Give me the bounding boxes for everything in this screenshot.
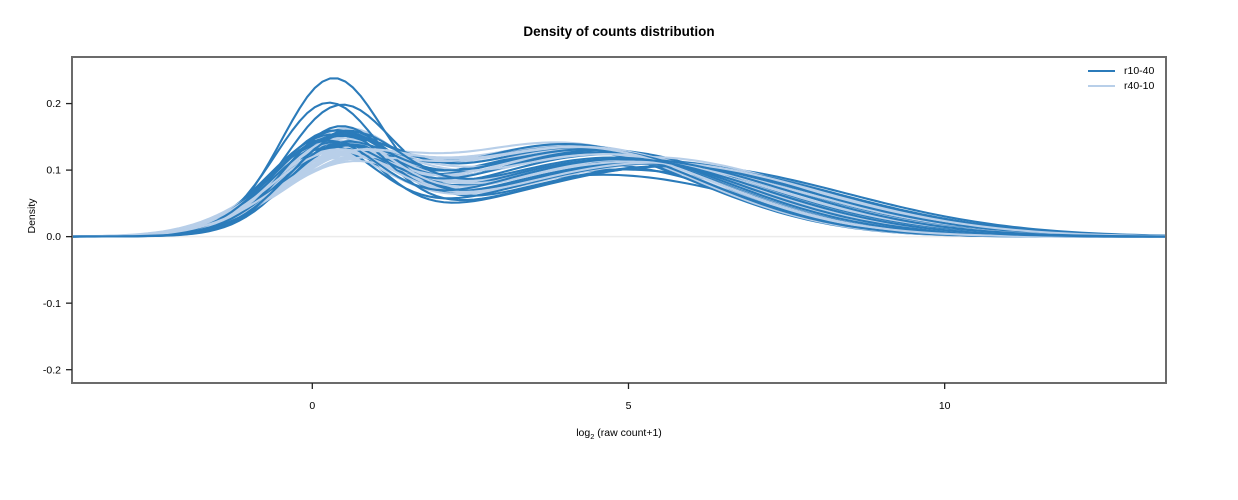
x-axis-label-sub: 2 xyxy=(590,432,595,442)
density-curve-r10-40 xyxy=(70,139,1166,238)
y-tick-label: 0.0 xyxy=(46,231,61,243)
y-tick-label: -0.2 xyxy=(43,364,61,376)
legend: r10-40 r40-10 xyxy=(1088,63,1154,93)
x-tick-label: 10 xyxy=(939,400,951,412)
y-tick-label: -0.1 xyxy=(43,298,61,310)
density-curve-r40-10 xyxy=(70,145,1166,238)
x-tick-label: 5 xyxy=(626,400,632,412)
legend-item-r40-10: r40-10 xyxy=(1088,78,1154,93)
y-axis-label: Density xyxy=(26,198,38,234)
density-curve-r10-40 xyxy=(70,130,1166,238)
legend-line-r40-10-icon xyxy=(1088,84,1115,87)
y-tick-label: 0.1 xyxy=(46,165,61,177)
legend-line-r10-40-icon xyxy=(1088,69,1115,72)
legend-label-r10-40: r10-40 xyxy=(1124,64,1155,77)
density-curve-r40-10 xyxy=(70,149,1166,238)
x-axis-label-post: (raw count+1) xyxy=(594,427,662,439)
x-tick-label: 0 xyxy=(309,400,315,412)
x-axis-label-pre: log xyxy=(576,427,591,439)
legend-label-r40-10: r40-10 xyxy=(1124,79,1155,92)
chart-title: Density of counts distribution xyxy=(523,24,715,39)
legend-item-r10-40: r10-40 xyxy=(1088,63,1154,78)
plot-border xyxy=(71,56,1167,384)
y-tick-label: 0.2 xyxy=(46,98,61,110)
x-axis-label: log2 (raw count+1) xyxy=(72,427,1166,441)
